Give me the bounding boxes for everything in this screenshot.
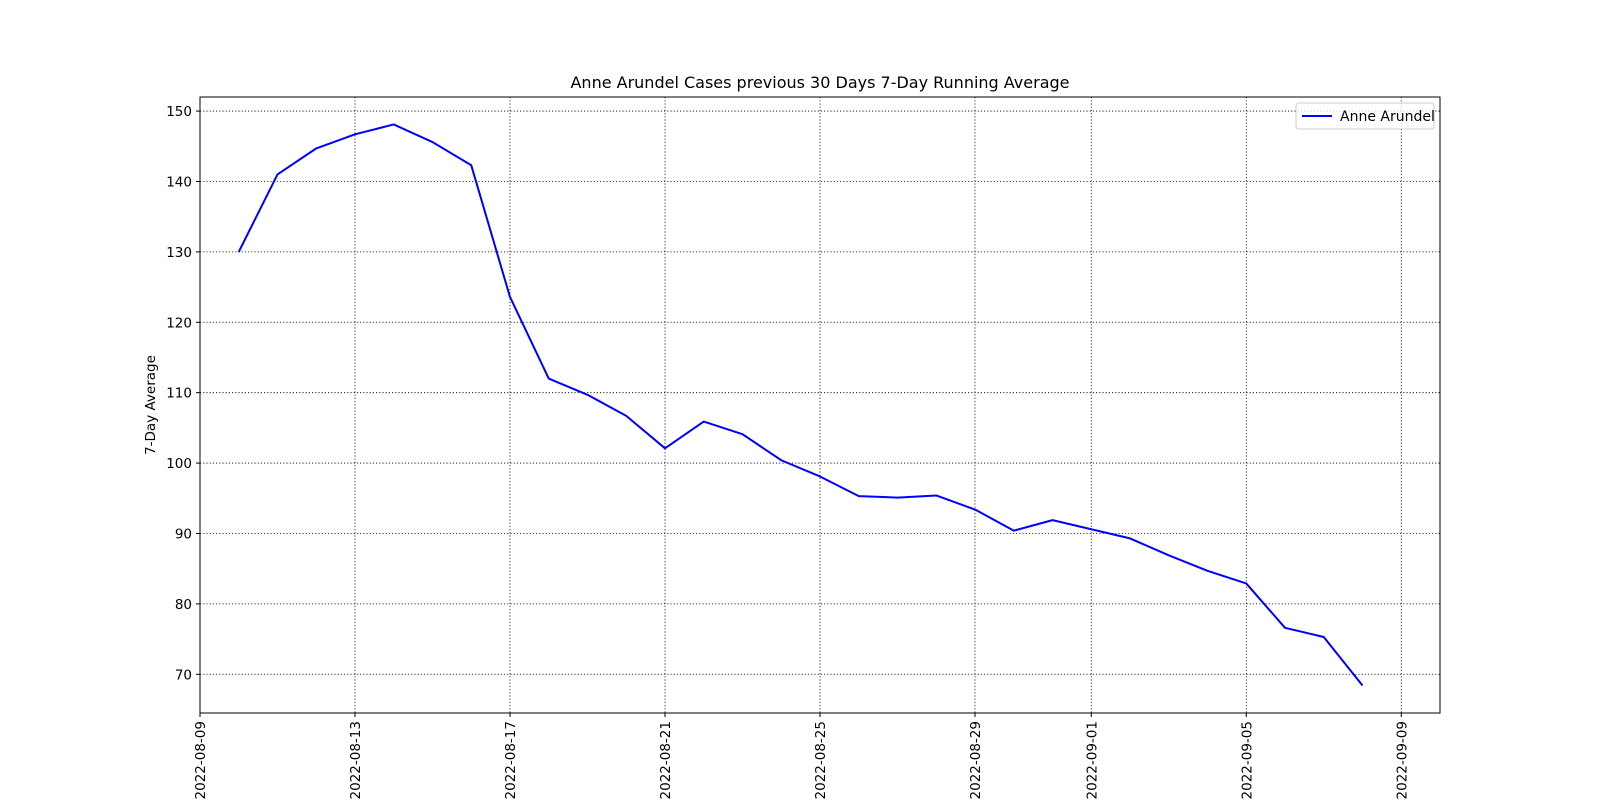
x-tick-label: 2022-08-21 — [658, 721, 674, 799]
y-tick-label: 90 — [175, 526, 192, 542]
y-tick-label: 140 — [166, 174, 192, 190]
y-tick-label: 110 — [166, 386, 192, 402]
x-tick-label: 2022-08-29 — [968, 721, 984, 799]
x-tick-label: 2022-09-05 — [1239, 721, 1255, 799]
legend-label: Anne Arundel — [1340, 109, 1435, 125]
x-tick-label: 2022-09-09 — [1394, 721, 1410, 799]
legend: Anne Arundel — [1295, 102, 1435, 130]
chart-title: Anne Arundel Cases previous 30 Days 7-Da… — [570, 73, 1069, 92]
y-tick-label: 100 — [166, 456, 192, 472]
x-tick-label: 2022-09-01 — [1084, 721, 1100, 799]
y-tick-label: 150 — [166, 104, 192, 120]
x-tick-label: 2022-08-17 — [503, 721, 519, 799]
series-line — [237, 123, 1364, 687]
x-tick-label: 2022-08-25 — [813, 721, 829, 799]
y-tick-label: 80 — [175, 597, 192, 613]
x-tick-label: 2022-08-09 — [193, 721, 209, 799]
y-tick-label: 130 — [166, 245, 192, 261]
legend-box — [1295, 102, 1435, 130]
y-axis-label: 7-Day Average — [143, 355, 159, 455]
axis-ticks: 70 80 90 100 110 120 130 140 150 2022-08-09 2022-0… — [166, 104, 1410, 799]
y-tick-label: 70 — [175, 667, 192, 683]
series-layer — [237, 123, 1364, 687]
y-tick-label: 120 — [166, 315, 192, 331]
x-tick-label: 2022-08-13 — [348, 721, 364, 799]
